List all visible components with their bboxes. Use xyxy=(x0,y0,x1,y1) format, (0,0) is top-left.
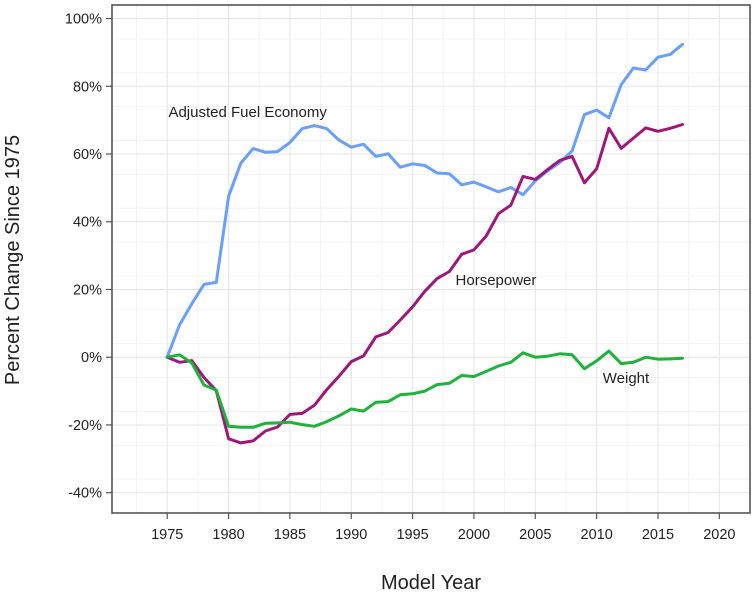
x-tick-label: 2020 xyxy=(703,527,735,543)
x-axis-title: Model Year xyxy=(381,572,481,594)
x-tick-label: 2015 xyxy=(642,527,674,543)
y-axis-title: Percent Change Since 1975 xyxy=(2,135,24,385)
y-tick-label: 100% xyxy=(65,12,102,28)
x-tick-label: 2010 xyxy=(581,527,613,543)
x-tick-label: 1990 xyxy=(335,527,367,543)
x-tick-label: 1985 xyxy=(274,527,306,543)
weight-line xyxy=(165,349,684,429)
y-tick-label: 0% xyxy=(81,350,102,366)
horsepower-label: Horsepower xyxy=(456,272,537,289)
adjusted-fuel-economy-label: Adjusted Fuel Economy xyxy=(168,104,327,121)
y-tick-label: 40% xyxy=(73,215,102,231)
x-tick-label: 1975 xyxy=(151,527,183,543)
y-tick-label: 60% xyxy=(73,147,102,163)
x-tick-label: 2005 xyxy=(519,527,551,543)
plot-frame xyxy=(111,4,751,514)
y-tick-label: -40% xyxy=(68,486,102,502)
y-tick-label: 20% xyxy=(73,282,102,298)
x-tick-label: 2000 xyxy=(458,527,490,543)
x-tick-label: 1995 xyxy=(396,527,428,543)
y-tick-label: -20% xyxy=(68,418,102,434)
series-lines xyxy=(165,42,684,445)
y-axis: -40% -20% 0% 20% 40% 60% 80% 100% xyxy=(65,12,112,502)
weight-label: Weight xyxy=(603,370,650,387)
x-tick-label: 1980 xyxy=(212,527,244,543)
y-tick-label: 80% xyxy=(73,79,102,95)
x-axis: 1975 1980 1985 1990 1995 2000 2005 2010 2015 2020 xyxy=(151,513,735,543)
adjusted-fuel-economy-line xyxy=(165,42,684,359)
horsepower-line xyxy=(165,123,684,445)
series-labels: Adjusted Fuel Economy Horsepower Weight xyxy=(168,104,650,387)
